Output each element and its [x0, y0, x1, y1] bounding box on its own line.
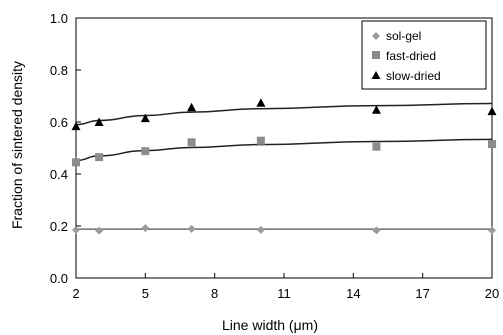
point-sol-gel — [141, 224, 150, 233]
legend-item-fast-dried: fast-dried — [372, 49, 436, 63]
x-tick-label: 5 — [142, 286, 149, 301]
legend-box — [361, 20, 487, 90]
y-axis-title: Fraction of sintered density — [9, 61, 25, 229]
point-fast-dried — [95, 153, 104, 162]
data-markers — [71, 98, 497, 235]
x-axis-ticks: 2 5 8 11 14 17 20 — [72, 273, 499, 301]
point-slow-dried — [94, 117, 104, 127]
fit-line-slow-dried — [75, 102, 493, 126]
y-tick-label: 0.0 — [50, 271, 68, 286]
x-tick-label: 2 — [72, 286, 79, 301]
point-sol-gel — [488, 226, 496, 235]
legend-label-slow-dried: slow-dried — [386, 69, 441, 83]
x-tick-label: 8 — [211, 286, 218, 301]
x-axis-title: Line width (μm) — [222, 317, 318, 333]
point-fast-dried — [72, 158, 80, 167]
x-tick-label: 20 — [485, 286, 499, 301]
point-fast-dried — [256, 136, 265, 145]
x-tick-label: 11 — [277, 286, 291, 301]
y-tick-label: 0.4 — [50, 167, 68, 182]
point-slow-dried — [487, 106, 497, 116]
point-slow-dried — [187, 102, 197, 112]
x-tick-label: 14 — [346, 286, 360, 301]
point-slow-dried — [371, 105, 381, 114]
y-axis-ticks: 0.0 0.2 0.4 0.6 0.8 1.0 — [50, 11, 81, 286]
point-slow-dried — [71, 121, 81, 131]
legend-diamond-icon — [372, 32, 380, 40]
x-tick-label: 17 — [415, 286, 429, 301]
point-fast-dried — [372, 142, 381, 151]
point-sol-gel — [187, 224, 196, 233]
point-slow-dried — [140, 113, 150, 123]
legend: sol-gel fast-dried slow-dried — [361, 20, 487, 90]
y-tick-label: 0.6 — [50, 115, 68, 130]
y-tick-label: 1.0 — [50, 11, 68, 26]
point-slow-dried — [256, 98, 266, 107]
legend-item-slow-dried: slow-dried — [371, 69, 441, 83]
point-fast-dried — [187, 138, 196, 147]
legend-triangle-icon — [371, 71, 381, 79]
legend-square-icon — [372, 51, 380, 59]
y-tick-label: 0.2 — [50, 219, 68, 234]
point-fast-dried — [141, 147, 150, 156]
legend-item-sol-gel: sol-gel — [372, 29, 421, 43]
point-sol-gel — [95, 226, 104, 235]
legend-label-fast-dried: fast-dried — [386, 49, 436, 63]
legend-label-sol-gel: sol-gel — [386, 29, 421, 43]
point-sol-gel — [72, 225, 80, 234]
fit-line-fast-dried — [75, 138, 493, 162]
point-fast-dried — [488, 140, 496, 149]
point-sol-gel — [256, 225, 265, 234]
point-sol-gel — [372, 226, 381, 235]
fit-lines — [75, 102, 493, 230]
y-tick-label: 0.8 — [50, 63, 68, 78]
